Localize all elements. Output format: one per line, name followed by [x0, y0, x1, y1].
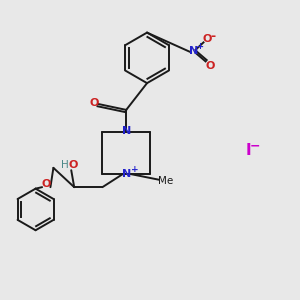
Text: I: I — [245, 142, 251, 158]
Text: N: N — [122, 126, 131, 136]
Text: O: O — [203, 34, 212, 44]
Text: O: O — [89, 98, 99, 108]
Text: −: − — [249, 139, 260, 152]
Text: O: O — [68, 160, 77, 170]
Text: +: + — [131, 165, 139, 174]
Text: +: + — [196, 42, 203, 51]
Text: N: N — [189, 46, 199, 56]
Text: O: O — [206, 61, 215, 71]
Text: H: H — [61, 160, 68, 170]
Text: Me: Me — [158, 176, 173, 186]
Text: -: - — [211, 30, 216, 43]
Text: N: N — [122, 169, 131, 179]
Text: O: O — [41, 179, 51, 189]
